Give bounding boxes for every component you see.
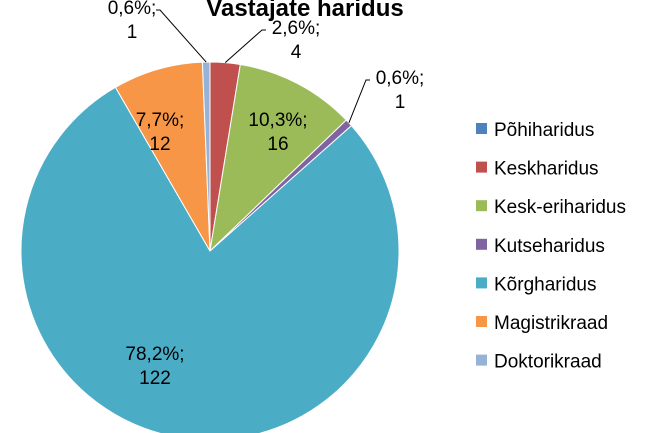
legend-swatch <box>476 316 487 327</box>
data-label-line: 7,7%; <box>136 110 185 131</box>
data-label-line: 0,6%; <box>108 0 157 19</box>
legend-label: Põhiharidus <box>494 120 594 141</box>
data-label: 2,6%; 4 <box>272 18 321 63</box>
legend-label: Kõrgharidus <box>494 274 596 295</box>
leader-line <box>156 9 207 63</box>
legend-swatch <box>476 238 487 250</box>
data-label-line: 1 <box>395 92 406 113</box>
legend-label: Kutseharidus <box>494 236 605 257</box>
data-label-line: 1 <box>127 22 138 43</box>
leader-line <box>348 79 370 124</box>
data-label: 0,6%; 1 <box>376 68 425 113</box>
data-label-line: 12 <box>149 134 170 155</box>
data-label: 0,6%; 1 <box>108 0 157 43</box>
chart-title: Vastajate haridus <box>206 0 403 22</box>
data-label: 10,3%; 16 <box>248 110 307 155</box>
data-label-line: 0,6%; <box>376 68 425 89</box>
leader-line <box>224 29 266 63</box>
pie-slice <box>20 86 400 433</box>
legend-swatch <box>476 200 487 212</box>
data-label-line: 10,3%; <box>248 110 307 131</box>
legend-swatch <box>476 123 487 134</box>
pie-slice <box>209 63 348 253</box>
data-label: 78,2%; 122 <box>125 344 184 389</box>
legend-swatch <box>476 161 487 173</box>
data-label-line: 2,6%; <box>272 18 321 39</box>
legend-swatch <box>476 354 487 366</box>
data-label-line: 4 <box>291 42 302 63</box>
data-label-line: 16 <box>267 134 288 155</box>
pie-slice <box>201 61 211 252</box>
legend-label: Doktorikraad <box>494 352 602 373</box>
legend-label: Keskharidus <box>494 159 599 180</box>
legend-label: Kesk-eriharidus <box>494 197 626 218</box>
data-label: 7,7%; 12 <box>136 110 185 155</box>
data-label-line: 78,2%; <box>125 344 184 365</box>
legend-swatch <box>476 277 487 289</box>
legend-label: Magistrikraad <box>494 313 608 334</box>
data-label-line: 122 <box>139 368 171 389</box>
